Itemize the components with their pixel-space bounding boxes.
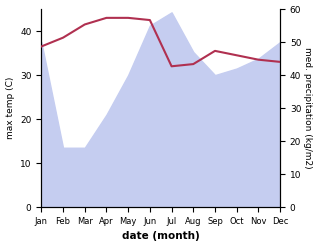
X-axis label: date (month): date (month) [122,231,200,242]
Y-axis label: max temp (C): max temp (C) [5,77,15,139]
Y-axis label: med. precipitation (kg/m2): med. precipitation (kg/m2) [303,47,313,169]
